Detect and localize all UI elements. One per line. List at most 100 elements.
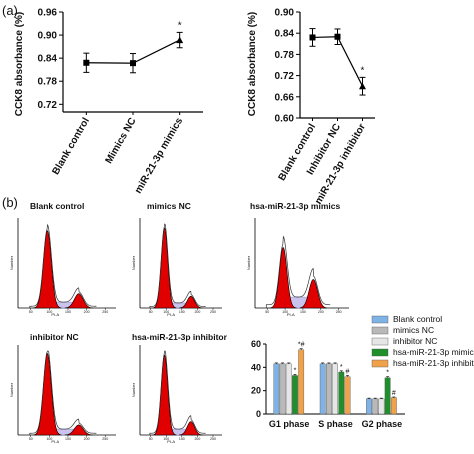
bar-category-label: G2 phase xyxy=(362,419,403,429)
bar-1 xyxy=(366,398,372,415)
cck8-inhibitor-ytick-label: 0.72 xyxy=(275,71,295,82)
flow-3-g2-peak xyxy=(299,279,327,309)
cck8-inhibitor-ylabel: CCK8 absorbance (%) xyxy=(247,12,258,116)
flow-2-g2-peak xyxy=(179,295,203,309)
legend-label: mimics NC xyxy=(393,325,434,335)
flow-2-title: mimics NC xyxy=(147,201,191,211)
flow-2-g1-peak xyxy=(152,227,177,309)
flow-3-xtick-label: 150 xyxy=(300,310,306,314)
bar-annotation: * xyxy=(340,364,343,371)
bar-annotation: # xyxy=(346,369,350,376)
cck8-inhibitor-point xyxy=(334,33,341,40)
flow-5-fit-curve xyxy=(149,350,206,435)
legend-label: Blank control xyxy=(393,314,442,324)
panel-label-b: (b) xyxy=(2,195,18,210)
flow-4-title: inhibitor NC xyxy=(30,332,79,342)
bar-annotation: * xyxy=(294,367,297,374)
flow-2-xtick-label: 100 xyxy=(163,310,169,314)
flow-1-xtick-label: 250 xyxy=(102,310,108,314)
flow-2-ylabel: Number xyxy=(131,255,136,270)
cck8-mimics-ytick-label: 0.72 xyxy=(38,100,58,111)
legend-label: inhibitor NC xyxy=(393,336,437,346)
cck8-inhibitor-point xyxy=(309,34,316,41)
flow-3-fit-curve xyxy=(265,235,331,308)
flow-4-fit-curve xyxy=(29,350,97,435)
flow-2-fit-curve xyxy=(149,223,206,308)
cck8-inhibitor-ytick-label: 0.60 xyxy=(275,114,295,125)
legend-swatch xyxy=(371,348,389,357)
flow-1-title: Blank control xyxy=(30,201,84,211)
bar-4 xyxy=(292,375,298,415)
cck8-inhibitor-ytick-label: 0.84 xyxy=(275,29,295,40)
flow-1-xtick-label: 150 xyxy=(65,310,71,314)
bar-1 xyxy=(273,363,280,415)
bar-4 xyxy=(338,371,345,415)
flow-5-title: hsa-miR-21-3p inhibitor xyxy=(132,332,228,342)
legend-swatch xyxy=(371,326,389,335)
flow-2-xlabel: PI-A xyxy=(167,312,175,317)
flow-3-g1-peak xyxy=(269,247,297,309)
cck8-inhibitor-point xyxy=(359,82,366,90)
legend-label: hsa-miR-21-3p inhibitor xyxy=(393,358,474,368)
cck8-mimics-ytick-label: 0.96 xyxy=(38,8,58,19)
bar-annotation: *# xyxy=(298,342,305,349)
bar-4 xyxy=(384,377,391,415)
flow-2-xtick-label: 250 xyxy=(210,310,216,314)
cck8-mimics-category-label: Blank control xyxy=(50,116,92,177)
bar-ytick-label: 20 xyxy=(251,386,261,396)
bar-1 xyxy=(319,363,326,415)
bar-3 xyxy=(378,398,385,415)
bar-5 xyxy=(344,376,351,415)
cck8-mimics-point xyxy=(176,36,184,44)
bar-3 xyxy=(332,363,338,415)
cck8-mimics-ylabel: CCK8 absorbance (%) xyxy=(14,12,25,116)
bar-category-label: G1 phase xyxy=(269,419,310,429)
flow-4-xtick-label: 50 xyxy=(29,437,33,441)
bar-2 xyxy=(279,363,286,415)
bar-5 xyxy=(390,397,397,415)
bar-ytick-label: 0 xyxy=(256,409,261,419)
bar-2 xyxy=(326,363,332,415)
bar-category-label: S phase xyxy=(318,419,353,429)
flow-3-xtick-label: 250 xyxy=(336,310,342,314)
legend-label: hsa-miR-21-3p mimics xyxy=(393,347,474,357)
flow-1-g1-peak xyxy=(33,230,62,309)
cck8-inhibitor-annotation: * xyxy=(361,65,365,76)
flow-1-xlabel: PI-A xyxy=(51,312,59,317)
flow-5-xtick-label: 100 xyxy=(163,437,169,441)
flow-5-g1-peak xyxy=(152,354,177,436)
cck8-mimics-ytick-label: 0.90 xyxy=(38,31,58,42)
flow-3-title: hsa-miR-21-3p mimics xyxy=(250,201,340,211)
flow-3-ylabel: Number xyxy=(246,255,251,270)
cck8-mimics-ytick-label: 0.78 xyxy=(38,77,58,88)
flow-5-ylabel: Number xyxy=(131,382,136,397)
flow-4-xtick-label: 200 xyxy=(84,437,90,441)
legend-swatch xyxy=(371,359,389,368)
cck8-mimics-chart: CCK8 absorbance (%) 0.72 0.78 0.84 0.90 0.96… xyxy=(14,8,203,196)
flow-4-g2-peak xyxy=(64,424,93,436)
bar-2 xyxy=(372,398,379,415)
flow-2-xtick-label: 200 xyxy=(194,310,200,314)
flow-1-xtick-label: 100 xyxy=(46,310,52,314)
cck8-inhibitor-ytick-label: 0.66 xyxy=(275,92,295,103)
bar-annotation: * xyxy=(386,370,389,377)
flow-4-xtick-label: 100 xyxy=(46,437,52,441)
flow-1-fit-curve xyxy=(29,223,97,308)
bar-annotation: # xyxy=(392,390,396,397)
cck8-mimics-category-label: miR-21-3p mimics xyxy=(133,116,186,196)
flow-1-xtick-label: 50 xyxy=(29,310,33,314)
cck8-mimics-ytick-label: 0.84 xyxy=(38,54,58,65)
flow-1-g2-peak xyxy=(64,293,93,309)
cck8-mimics-point xyxy=(130,60,136,67)
cck8-mimics-point xyxy=(83,59,90,66)
flow-1-ylabel: Number xyxy=(9,255,14,270)
cck8-inhibitor-ytick-label: 0.90 xyxy=(275,8,295,19)
flow-4-xtick-label: 150 xyxy=(65,437,71,441)
flow-5-xtick-label: 250 xyxy=(210,437,216,441)
flow-4-xlabel: PI-A xyxy=(51,439,59,444)
bar-3 xyxy=(285,363,292,415)
cck8-inhibitor-ytick-label: 0.78 xyxy=(275,50,295,61)
